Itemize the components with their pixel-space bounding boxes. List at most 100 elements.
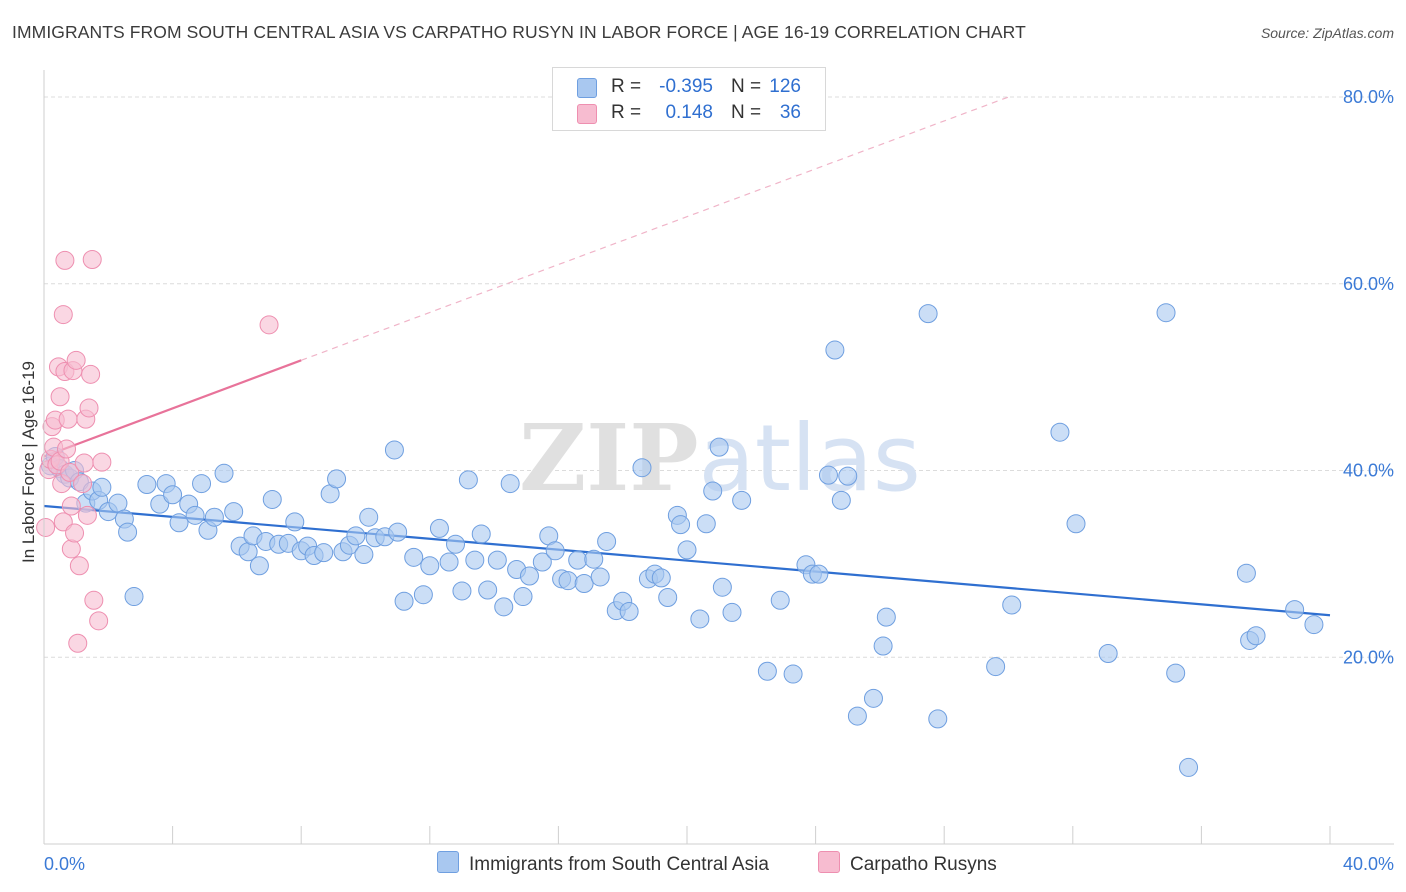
data-point-south-central-asia xyxy=(590,567,610,587)
data-point-south-central-asia xyxy=(658,587,678,607)
data-point-south-central-asia xyxy=(118,522,138,542)
data-point-south-central-asia xyxy=(783,664,803,684)
data-point-south-central-asia xyxy=(873,636,893,656)
data-point-south-central-asia xyxy=(327,469,347,489)
legend-row-blue: R = -0.395 N = 126 xyxy=(553,74,825,100)
data-point-south-central-asia xyxy=(439,552,459,572)
data-point-south-central-asia xyxy=(732,490,752,510)
data-point-carpatho-rusyns xyxy=(58,409,78,429)
data-point-south-central-asia xyxy=(214,463,234,483)
data-point-south-central-asia xyxy=(712,577,732,597)
grid-layer xyxy=(44,96,1394,658)
watermark-atlas: atlas xyxy=(699,405,921,512)
legend-r-value: -0.395 xyxy=(659,76,713,97)
x-tick-label: 0.0% xyxy=(44,854,85,874)
data-point-south-central-asia xyxy=(831,490,851,510)
data-point-south-central-asia xyxy=(262,489,282,509)
points-layer xyxy=(36,249,1324,777)
data-point-south-central-asia xyxy=(384,440,404,460)
legend-n-value: 126 xyxy=(769,76,801,97)
data-point-south-central-asia xyxy=(757,661,777,681)
data-point-south-central-asia xyxy=(918,304,938,324)
trend-line-south-central-asia xyxy=(43,504,1331,617)
data-point-south-central-asia xyxy=(314,543,334,563)
data-point-south-central-asia xyxy=(632,458,652,478)
data-point-south-central-asia xyxy=(1166,663,1186,683)
data-point-south-central-asia xyxy=(108,493,128,513)
data-point-south-central-asia xyxy=(137,475,157,495)
legend-swatch-blue xyxy=(437,851,459,873)
data-point-south-central-asia xyxy=(838,466,858,486)
data-point-carpatho-rusyns xyxy=(79,398,99,418)
data-point-south-central-asia xyxy=(92,477,112,497)
data-point-carpatho-rusyns xyxy=(84,590,104,610)
data-point-south-central-asia xyxy=(478,580,498,600)
data-point-south-central-asia xyxy=(519,566,539,586)
data-point-south-central-asia xyxy=(770,590,790,610)
data-point-carpatho-rusyns xyxy=(73,474,93,494)
y-tick-label: 80.0% xyxy=(1343,87,1394,107)
legend-r-label: R = xyxy=(611,102,642,123)
data-point-south-central-asia xyxy=(458,470,478,490)
data-point-south-central-asia xyxy=(124,587,144,607)
legend-item-south-central-asia: Immigrants from South Central Asia xyxy=(437,851,769,876)
data-point-south-central-asia xyxy=(465,550,485,570)
data-point-south-central-asia xyxy=(1285,600,1305,620)
data-point-south-central-asia xyxy=(1098,644,1118,664)
data-point-carpatho-rusyns xyxy=(53,512,73,532)
data-point-carpatho-rusyns xyxy=(61,539,81,559)
legend-row-pink: R = 0.148 N = 36 xyxy=(553,100,825,126)
trend-layer xyxy=(43,96,1331,617)
data-point-south-central-asia xyxy=(597,531,617,551)
data-point-south-central-asia xyxy=(1156,303,1176,323)
data-point-south-central-asia xyxy=(847,706,867,726)
y-axis-label: In Labor Force | Age 16-19 xyxy=(19,361,38,563)
data-point-south-central-asia xyxy=(285,512,305,532)
data-point-south-central-asia xyxy=(532,552,552,572)
data-point-south-central-asia xyxy=(1066,514,1086,534)
data-point-carpatho-rusyns xyxy=(61,496,81,516)
data-point-south-central-asia xyxy=(825,340,845,360)
data-point-south-central-asia xyxy=(722,602,742,622)
data-point-south-central-asia xyxy=(651,568,671,588)
data-point-south-central-asia xyxy=(446,534,466,554)
data-point-carpatho-rusyns xyxy=(66,350,86,370)
data-point-carpatho-rusyns xyxy=(89,611,109,631)
data-point-south-central-asia xyxy=(513,587,533,607)
legend-n-value: 36 xyxy=(779,102,801,123)
data-point-carpatho-rusyns xyxy=(69,556,89,576)
data-point-south-central-asia xyxy=(169,513,189,533)
legend-r-label: R = xyxy=(611,76,642,97)
data-point-south-central-asia xyxy=(671,515,691,535)
data-point-south-central-asia xyxy=(192,474,212,494)
chart-title: IMMIGRANTS FROM SOUTH CENTRAL ASIA VS CA… xyxy=(12,22,1026,42)
data-point-south-central-asia xyxy=(150,494,170,514)
data-point-south-central-asia xyxy=(354,545,374,565)
data-point-south-central-asia xyxy=(703,481,723,501)
watermark-zip: ZIP xyxy=(519,404,698,512)
correlation-legend: R = -0.395 N = 126 R = 0.148 N = 36 xyxy=(552,67,826,131)
data-point-south-central-asia xyxy=(1304,615,1324,635)
data-point-south-central-asia xyxy=(818,465,838,485)
data-point-south-central-asia xyxy=(584,549,604,569)
data-point-carpatho-rusyns xyxy=(74,453,94,473)
x-tick-label: 40.0% xyxy=(1343,854,1394,874)
legend-label: Immigrants from South Central Asia xyxy=(469,854,769,875)
data-point-carpatho-rusyns xyxy=(55,250,75,270)
data-point-south-central-asia xyxy=(429,518,449,538)
data-point-south-central-asia xyxy=(413,585,433,605)
data-point-carpatho-rusyns xyxy=(77,505,97,525)
data-point-south-central-asia xyxy=(185,505,205,525)
data-point-south-central-asia xyxy=(545,541,565,561)
legend-r-value: 0.148 xyxy=(665,102,713,123)
y-tick-label: 60.0% xyxy=(1343,274,1394,294)
data-point-carpatho-rusyns xyxy=(92,452,112,472)
series-legend: Immigrants from South Central Asia Carpa… xyxy=(0,851,1406,879)
data-point-carpatho-rusyns xyxy=(53,305,73,325)
data-point-south-central-asia xyxy=(494,597,514,617)
data-point-south-central-asia xyxy=(709,437,729,457)
data-point-south-central-asia xyxy=(388,522,408,542)
data-point-south-central-asia xyxy=(863,688,883,708)
data-point-carpatho-rusyns xyxy=(60,462,80,482)
data-point-south-central-asia xyxy=(1050,422,1070,442)
